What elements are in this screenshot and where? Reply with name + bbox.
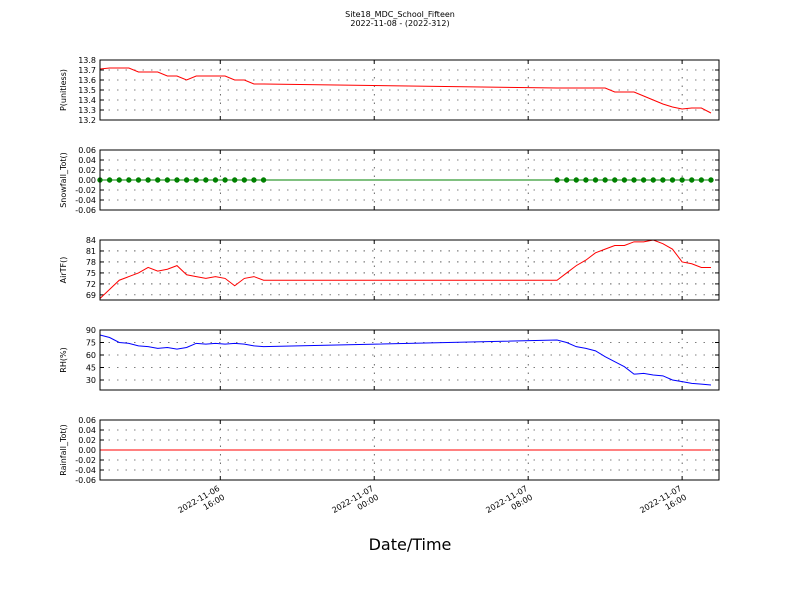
- chart-title: Site18_MDC_School_Fifteen: [345, 10, 455, 19]
- y-tick-label: 13.2: [78, 116, 96, 125]
- data-line: [99, 334, 712, 386]
- y-tick-label: -0.06: [75, 476, 96, 485]
- y-tick-label: 13.3: [78, 106, 96, 115]
- y-tick-label: 75: [86, 269, 96, 278]
- y-tick-label: 0.02: [78, 436, 96, 445]
- data-marker: [260, 177, 267, 183]
- y-tick-label: 0.06: [78, 146, 96, 155]
- y-axis-label: P(unitless): [59, 69, 68, 111]
- data-marker: [612, 177, 618, 183]
- plot-frame: [99, 59, 720, 121]
- plot-frame: [99, 419, 720, 481]
- data-line: [99, 239, 711, 299]
- y-axis-label: Rainfall_Tot(): [59, 424, 68, 476]
- data-marker: [660, 177, 666, 183]
- data-marker: [583, 177, 589, 183]
- data-line: [99, 67, 712, 114]
- y-tick-label: 0.04: [78, 156, 96, 165]
- y-tick-label: 78: [86, 258, 96, 267]
- chart-subtitle: 2022-11-08 - (2022-312): [350, 19, 449, 28]
- y-tick-label: 90: [86, 326, 96, 335]
- data-marker: [650, 177, 656, 183]
- data-marker: [155, 177, 161, 183]
- data-marker: [232, 177, 238, 183]
- y-tick-label: 75: [86, 339, 96, 348]
- data-marker: [241, 177, 248, 183]
- y-tick-label: 13.8: [78, 56, 96, 65]
- data-marker: [621, 177, 628, 183]
- y-tick-label: 13.4: [78, 96, 96, 105]
- y-tick-label: 45: [86, 364, 96, 373]
- data-marker: [631, 177, 637, 183]
- y-tick-label: 72: [86, 280, 96, 289]
- data-marker: [164, 177, 171, 183]
- data-marker: [698, 177, 705, 183]
- data-marker: [679, 177, 685, 183]
- data-marker: [212, 177, 219, 183]
- data-marker: [203, 177, 209, 183]
- y-tick-label: 84: [86, 236, 96, 245]
- data-marker: [708, 177, 714, 183]
- y-tick-label: 30: [86, 376, 96, 385]
- data-marker: [193, 177, 199, 183]
- y-tick-label: 0.02: [78, 166, 96, 175]
- plot-frame: [99, 239, 720, 301]
- y-axis-label: AirTF(): [59, 257, 68, 284]
- data-marker: [563, 177, 570, 183]
- data-marker: [592, 177, 599, 183]
- y-tick-label: 0.00: [78, 176, 96, 185]
- y-tick-label: -0.02: [75, 456, 96, 465]
- data-marker: [573, 177, 579, 183]
- y-tick-label: 13.5: [78, 86, 96, 95]
- y-tick-label: 13.7: [78, 66, 96, 75]
- y-tick-label: 0.04: [78, 426, 96, 435]
- y-tick-label: 60: [86, 351, 96, 360]
- y-tick-label: 0.06: [78, 416, 96, 425]
- data-marker: [222, 177, 228, 183]
- y-tick-label: -0.02: [75, 186, 96, 195]
- data-marker: [554, 177, 560, 183]
- plot-frame: [99, 149, 720, 211]
- y-tick-label: 81: [86, 247, 96, 256]
- y-tick-label: 69: [86, 291, 96, 300]
- y-tick-label: -0.04: [75, 466, 96, 475]
- data-marker: [135, 177, 142, 183]
- y-tick-label: -0.06: [75, 206, 96, 215]
- data-marker: [602, 177, 608, 183]
- x-axis-label: Date/Time: [369, 535, 452, 554]
- data-marker: [251, 177, 257, 183]
- y-tick-label: -0.04: [75, 196, 96, 205]
- data-marker: [145, 177, 151, 183]
- data-marker: [183, 177, 190, 183]
- y-axis-label: RH(%): [59, 347, 68, 372]
- y-axis-label: Snowfall_Tot(): [59, 152, 68, 208]
- data-marker: [174, 177, 180, 183]
- data-marker: [640, 177, 647, 183]
- data-marker: [106, 177, 113, 183]
- y-tick-label: 0.00: [78, 446, 96, 455]
- data-marker: [116, 177, 122, 183]
- data-marker: [669, 177, 676, 183]
- data-marker: [689, 177, 695, 183]
- data-marker: [126, 177, 132, 183]
- plot-frame: [99, 329, 720, 391]
- y-tick-label: 13.6: [78, 76, 96, 85]
